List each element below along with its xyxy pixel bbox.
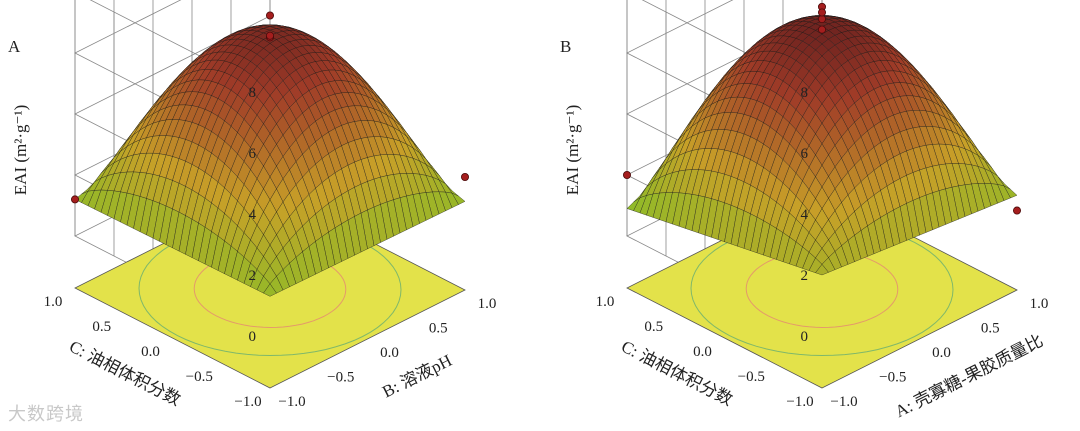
y-tick-label: 0.5 — [644, 319, 663, 335]
x-tick-label: −1.0 — [278, 394, 305, 410]
z-tick-label: 2 — [249, 268, 257, 284]
x-tick-label: 0.5 — [429, 321, 448, 337]
z-tick-label: 2 — [801, 268, 809, 284]
response-surface — [626, 15, 1018, 276]
z-tick-label: 6 — [801, 146, 809, 162]
chart-panel-a: 0 2 4 6 8 EAI (m²·g⁻¹) A −1.0 −0.5 0.0 0.5 1.0 −1.0 −… — [8, 0, 496, 410]
watermark: 大数跨境 — [8, 404, 84, 425]
design-points — [623, 2, 1022, 215]
y-axis-label: C: 油相体积分数 — [66, 337, 184, 410]
panel-label: B — [560, 37, 571, 56]
x-tick-label: 0.0 — [380, 345, 399, 361]
z-axis-label: EAI (m²·g⁻¹) — [11, 105, 30, 195]
design-point — [623, 170, 632, 179]
design-point — [818, 8, 827, 17]
x-tick-label: 1.0 — [1030, 296, 1049, 312]
response-surface — [74, 24, 466, 297]
z-tick-label: 0 — [801, 329, 809, 345]
y-tick-label: 0.0 — [693, 344, 712, 360]
y-tick-label: −1.0 — [786, 394, 813, 410]
x-tick-label: −0.5 — [879, 370, 906, 386]
design-point — [818, 25, 827, 34]
y-tick-label: 0.0 — [141, 344, 160, 360]
x-tick-label: −1.0 — [830, 394, 857, 410]
y-tick-label: 0.5 — [92, 319, 111, 335]
z-tick-label: 4 — [249, 207, 257, 223]
design-point — [460, 172, 469, 181]
x-tick-label: 1.0 — [478, 296, 497, 312]
y-axis-label: C: 油相体积分数 — [618, 337, 736, 410]
y-tick-label: −0.5 — [186, 369, 213, 385]
panel-label: A — [8, 37, 21, 56]
z-tick-label: 4 — [801, 207, 809, 223]
z-tick-label: 8 — [801, 85, 809, 101]
z-tick-label: 8 — [249, 85, 257, 101]
design-point — [1013, 206, 1022, 215]
chart-panel-b: 0 2 4 6 8 EAI (m²·g⁻¹) B −1.0 −0.5 0.0 0.5 1.0 −1.0 −… — [560, 0, 1048, 421]
design-point — [265, 11, 274, 20]
x-tick-label: −0.5 — [327, 370, 354, 386]
design-point — [71, 195, 80, 204]
design-points — [71, 11, 469, 204]
y-tick-label: 1.0 — [44, 294, 63, 310]
x-tick-label: 0.5 — [981, 321, 1000, 337]
y-tick-label: −1.0 — [234, 394, 261, 410]
design-point — [818, 15, 827, 24]
y-tick-label: 1.0 — [596, 294, 615, 310]
y-tick-label: −0.5 — [738, 369, 765, 385]
design-point — [265, 31, 274, 40]
z-axis-label: EAI (m²·g⁻¹) — [563, 105, 582, 195]
z-tick-label: 6 — [249, 146, 257, 162]
x-tick-label: 0.0 — [932, 345, 951, 361]
x-axis-label: A: 壳寡糖-果胶质量比 — [892, 331, 1046, 421]
z-tick-label: 0 — [249, 329, 257, 345]
